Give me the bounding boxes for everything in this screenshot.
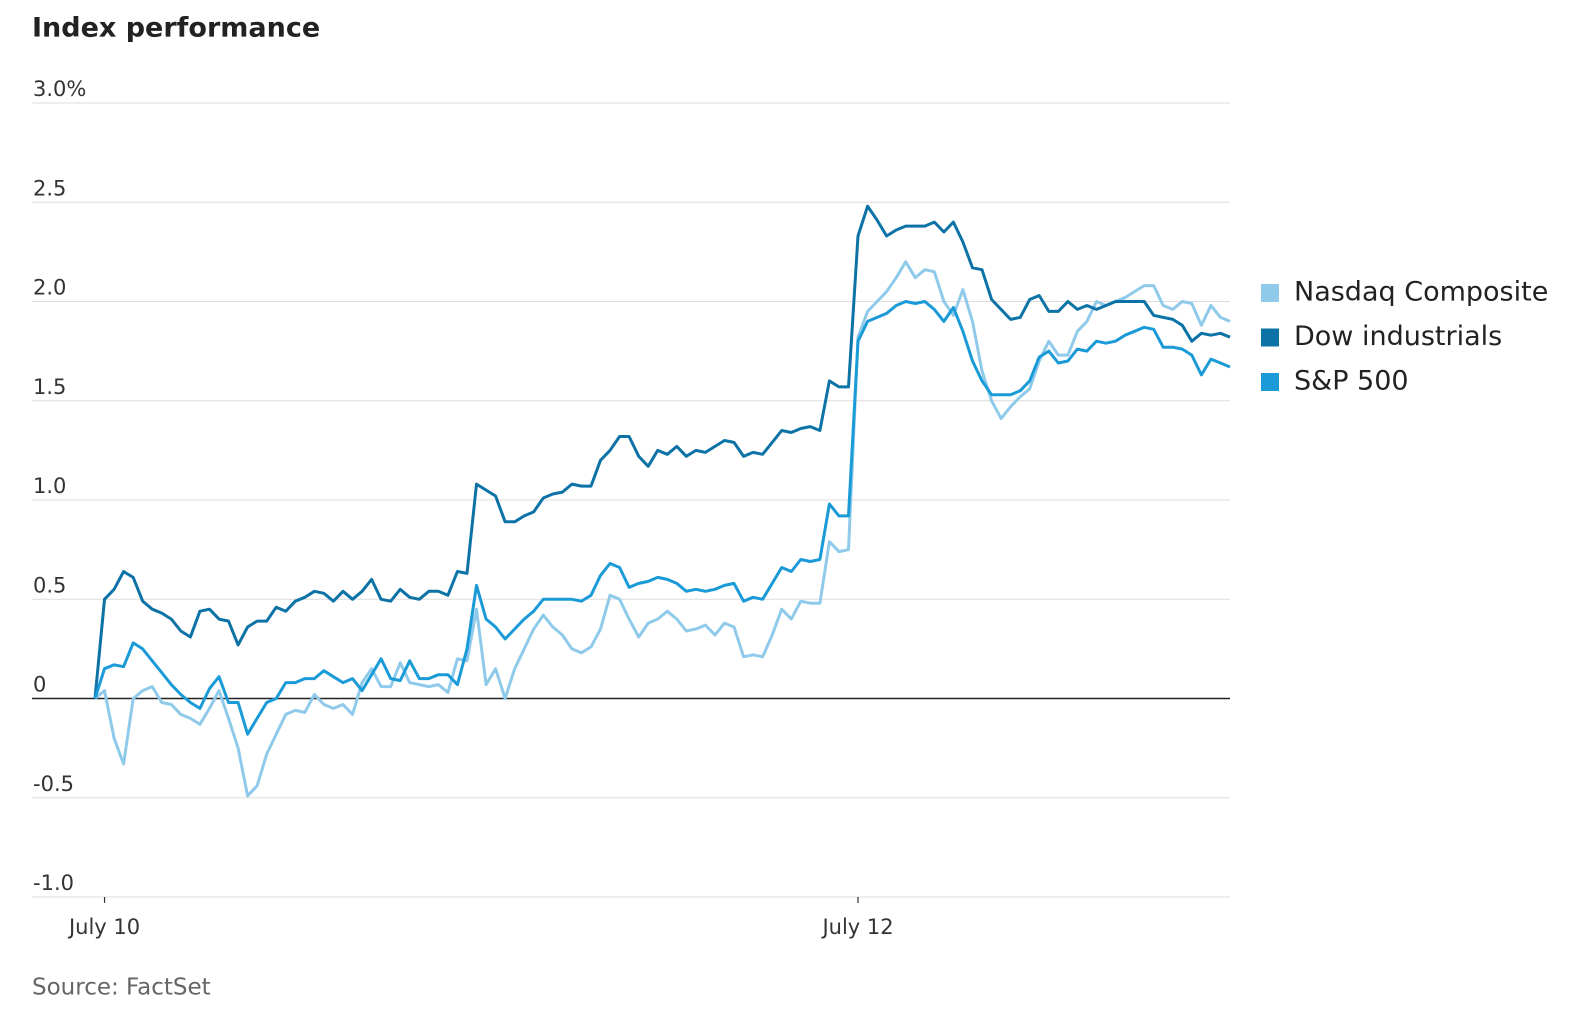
x-tick-label: July 12 — [820, 915, 893, 939]
legend-label: Nasdaq Composite — [1294, 277, 1548, 308]
y-tick-label: 0 — [33, 673, 46, 697]
legend-swatch — [1261, 284, 1279, 302]
legend-swatch — [1261, 373, 1279, 391]
series-line — [93, 204, 1231, 699]
legend-swatch — [1261, 328, 1279, 347]
chart-title: Index performance — [32, 13, 320, 44]
source-note: Source: FactSet — [32, 975, 211, 1001]
y-tick-label: 1.0 — [33, 474, 66, 498]
series-line — [94, 260, 1231, 798]
series-line — [93, 300, 1231, 736]
legend-label: Dow industrials — [1294, 321, 1502, 352]
y-tick-label: 3.0% — [33, 77, 86, 101]
y-tick-label: 2.0 — [33, 276, 66, 300]
y-tick-label: 2.5 — [33, 176, 66, 200]
x-tick-label: July 10 — [67, 915, 140, 939]
y-tick-label: 0.5 — [33, 573, 66, 597]
y-tick-label: -0.5 — [33, 772, 74, 796]
y-tick-label: -1.0 — [33, 871, 74, 895]
y-tick-label: 1.5 — [33, 375, 66, 399]
legend-label: S&P 500 — [1294, 366, 1409, 397]
